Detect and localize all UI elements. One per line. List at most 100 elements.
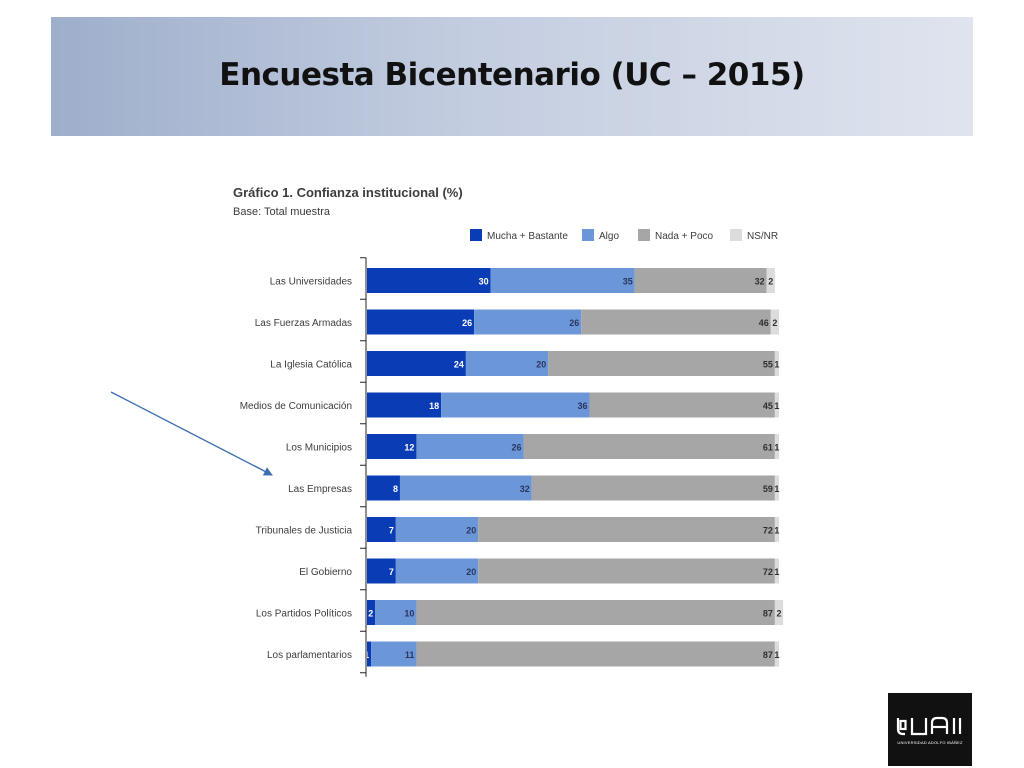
title-banner <box>51 17 973 136</box>
bar-segment <box>465 351 549 376</box>
bar-segment <box>770 309 779 335</box>
university-logo: UNIVERSIDAD ADOLFO IBÁÑEZ <box>888 693 972 766</box>
data-label: 2 <box>772 318 777 328</box>
bar-segment <box>367 309 475 335</box>
data-label: 1 <box>774 650 779 660</box>
legend-swatch <box>582 229 594 241</box>
data-label: 87 <box>763 650 773 660</box>
category-label: Los parlamentarios <box>267 650 352 661</box>
category-label: La Iglesia Católica <box>270 360 352 371</box>
category-label: Medios de Comunicación <box>240 401 352 412</box>
data-label: 26 <box>512 443 522 453</box>
bar-segment <box>523 434 775 459</box>
data-label: 59 <box>763 484 773 494</box>
legend-swatch <box>638 229 650 241</box>
bar-segment <box>774 392 779 418</box>
data-label: 72 <box>763 567 773 577</box>
bar-segment <box>371 641 417 667</box>
data-label: 20 <box>536 360 546 370</box>
data-label: 24 <box>454 360 464 370</box>
bar-segment <box>375 600 417 625</box>
legend-label: NS/NR <box>747 231 778 242</box>
data-label: 7 <box>389 567 394 577</box>
data-label: 1 <box>774 401 779 411</box>
bar-segment <box>367 392 442 418</box>
data-label: 1 <box>364 650 369 660</box>
bar-segment <box>367 517 396 542</box>
bar-segment <box>774 517 779 542</box>
data-label: 2 <box>368 609 373 619</box>
category-label: El Gobierno <box>299 567 352 578</box>
bar-segment <box>774 475 779 501</box>
slide-title: Encuesta Bicentenario (UC – 2015) <box>219 57 805 93</box>
chart-subtitle: Base: Total muestra <box>233 206 331 218</box>
legend-label: Nada + Poco <box>655 231 714 242</box>
bar-segment <box>395 517 479 542</box>
bar-segment <box>441 392 590 418</box>
data-label: 32 <box>520 484 530 494</box>
bar-segment <box>774 600 784 625</box>
uai-logo-mark <box>896 716 962 736</box>
legend-label: Mucha + Bastante <box>487 231 568 242</box>
bar-segment <box>589 392 775 418</box>
legend-label: Algo <box>599 231 619 242</box>
category-label: Los Municipios <box>286 443 352 454</box>
data-label: 26 <box>569 318 579 328</box>
category-labels: Las Universidades Las Fuerzas Armadas La I… <box>240 277 353 662</box>
data-label: 2 <box>776 609 781 619</box>
bar-segment <box>367 268 491 293</box>
bars: 30 35 32 226 26 46 224 20 55 118 36 45 112 26 61 18 32 59… <box>364 268 784 667</box>
data-label: 7 <box>389 526 394 536</box>
category-label: Las Fuerzas Armadas <box>255 318 352 329</box>
bar-segment <box>774 558 779 584</box>
bar-segment <box>774 641 779 667</box>
category-label: Los Partidos Políticos <box>256 609 352 620</box>
bar-segment <box>478 558 775 584</box>
data-label: 72 <box>763 526 773 536</box>
logo-text: UNIVERSIDAD ADOLFO IBÁÑEZ <box>897 740 963 745</box>
data-label: 20 <box>466 567 476 577</box>
data-label: 30 <box>479 277 489 287</box>
data-label: 20 <box>466 526 476 536</box>
data-label: 12 <box>404 443 414 453</box>
chart-title: Gráfico 1. Confianza institucional (%) <box>233 185 463 200</box>
data-label: 1 <box>774 443 779 453</box>
data-label: 61 <box>763 443 773 453</box>
bar-segment <box>367 600 376 625</box>
data-label: 87 <box>763 609 773 619</box>
bar-segment <box>367 475 400 501</box>
data-label: 36 <box>577 401 587 411</box>
bar-segment <box>581 309 771 335</box>
bar-segment <box>634 268 767 293</box>
legend-swatch <box>470 229 482 241</box>
data-label: 1 <box>774 526 779 536</box>
bar-segment <box>416 600 775 625</box>
bar-segment <box>474 309 582 335</box>
data-label: 10 <box>404 609 414 619</box>
data-label: 1 <box>774 360 779 370</box>
bar-segment <box>774 351 779 376</box>
bar-segment <box>766 268 775 293</box>
data-label: 1 <box>774 567 779 577</box>
data-label: 1 <box>774 484 779 494</box>
data-label: 55 <box>763 360 773 370</box>
bar-segment <box>490 268 635 293</box>
legend-swatch <box>730 229 742 241</box>
category-label: Las Empresas <box>288 484 352 495</box>
bar-segment <box>416 434 524 459</box>
annotation-arrow <box>110 391 273 476</box>
bar-segment <box>367 351 466 376</box>
data-label: 26 <box>462 318 472 328</box>
bar-segment <box>367 434 417 459</box>
bar-segment <box>399 475 532 501</box>
bar-segment <box>548 351 775 376</box>
data-label: 2 <box>768 277 773 287</box>
bar-segment <box>478 517 775 542</box>
data-label: 35 <box>623 277 633 287</box>
data-label: 8 <box>393 484 398 494</box>
data-label: 11 <box>405 650 415 660</box>
bar-segment <box>416 641 775 667</box>
category-label: Las Universidades <box>270 277 352 288</box>
data-label: 46 <box>759 318 769 328</box>
